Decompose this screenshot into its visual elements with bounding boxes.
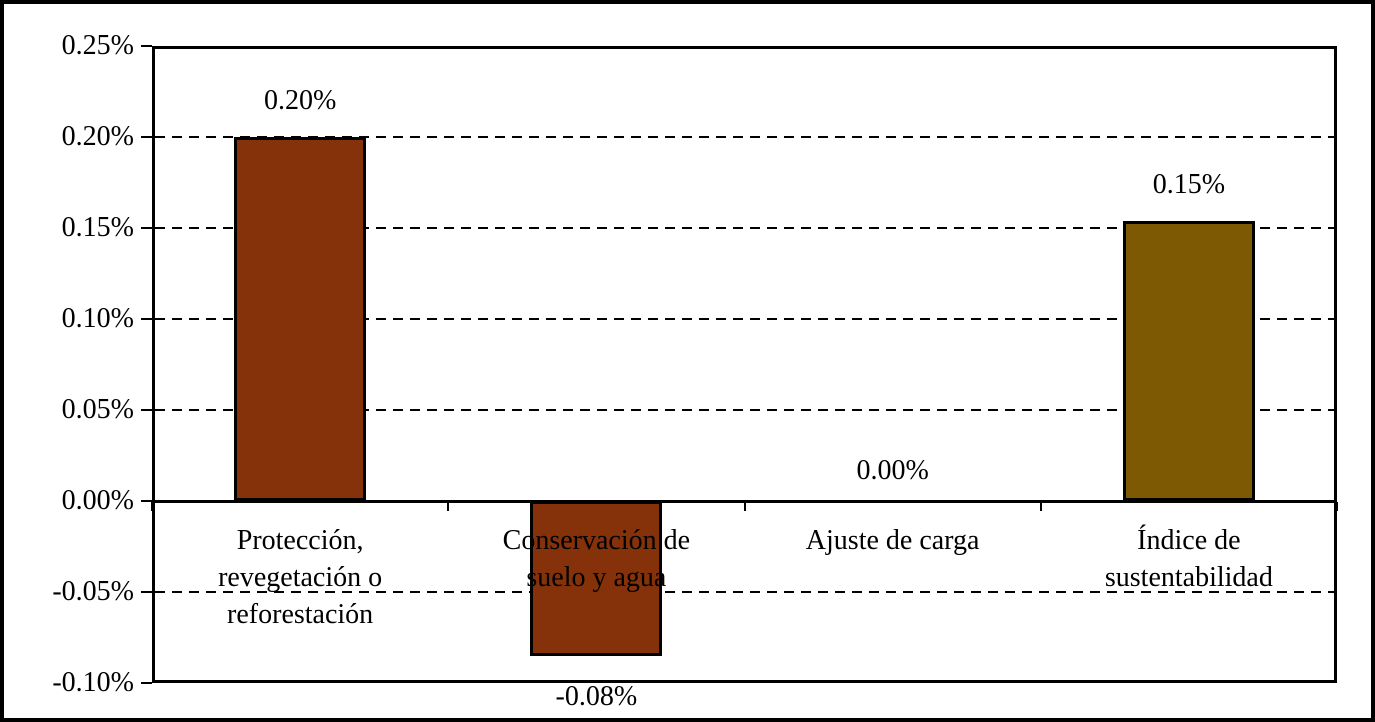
bar-value-label: 0.00% [856,455,929,486]
category-label-line: Conservación de [502,525,691,556]
y-axis-tick-label: 0.20% [61,121,134,152]
y-axis-tick-label: 0.15% [61,212,134,243]
gridline [155,409,1334,411]
y-axis-tick-label: 0.00% [61,485,134,516]
category-label: Índice de sustentabilidad [1039,522,1339,596]
y-axis-tick [141,591,152,593]
x-axis-tick [1336,502,1338,511]
y-axis-tick-label: 0.10% [61,303,134,334]
category-label: Ajuste de carga [743,522,1043,559]
y-axis-tick [141,409,152,411]
y-axis-tick [141,500,152,502]
category-label-line: reforestación [227,599,374,630]
y-axis-tick [141,682,152,684]
category-label-line: Ajuste de carga [805,525,980,556]
zero-axis-line [152,500,1337,503]
category-label: Protección, revegetación o reforestación [150,522,450,633]
bar-value-label: 0.20% [263,85,337,116]
category-label-line: revegetación o [218,562,383,593]
y-axis-tick-label: -0.10% [52,667,134,698]
y-axis-tick [141,318,152,320]
gridline [155,318,1334,320]
bar-value-label: -0.08% [555,680,638,712]
category-label-line: suelo y agua [526,562,667,593]
gridline [155,591,1334,593]
bar-value-label: 0.15% [1152,168,1226,200]
y-axis-tick-label: -0.05% [52,576,134,607]
gridline [155,227,1334,229]
y-axis-tick-label: 0.05% [61,394,134,425]
bar [530,501,663,656]
y-axis-tick-label: 0.25% [61,30,134,61]
bar [234,137,367,501]
x-axis-tick [743,502,746,511]
category-label-line: Índice de [1137,525,1241,556]
plot-area-border [152,46,1337,683]
y-axis-tick [141,136,152,138]
y-axis-tick [141,45,152,47]
x-axis-tick [447,502,450,511]
category-label-line: sustentabilidad [1104,562,1273,593]
y-axis-tick [141,227,152,229]
category-label-line: Protección, [236,525,364,556]
x-axis-tick [1039,502,1042,511]
x-axis-tick [151,502,153,511]
category-label: Conservación de suelo y agua [446,522,746,596]
bar [1122,220,1255,501]
gridline [155,136,1334,138]
